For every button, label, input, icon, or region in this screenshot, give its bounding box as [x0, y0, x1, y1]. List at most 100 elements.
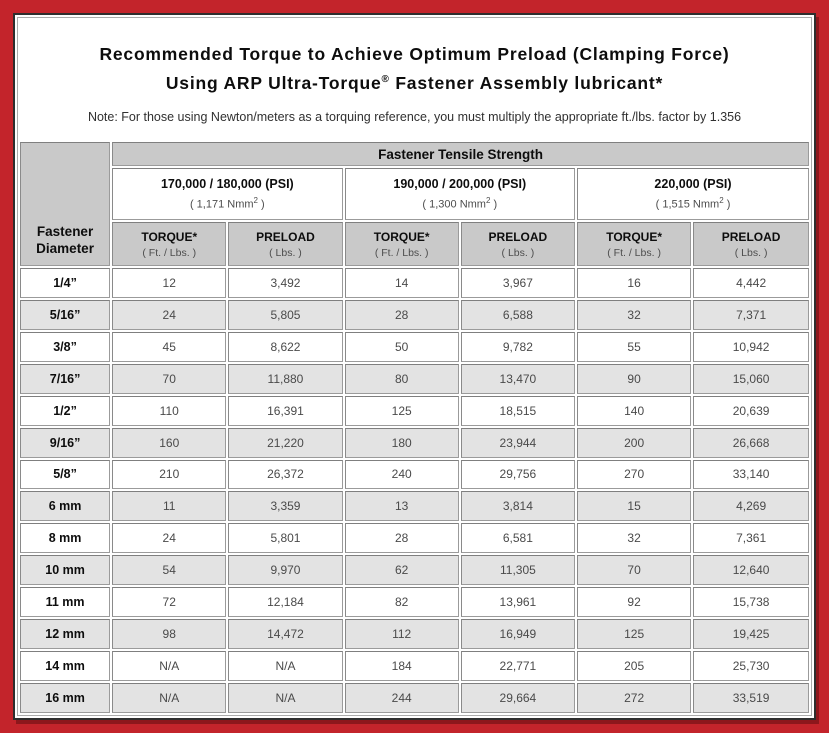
preload-value-cell: 23,944 [460, 427, 575, 458]
psi-group-190-200: 190,000 / 200,000 (PSI) ( 1,300 Nmm2 ) [344, 168, 575, 220]
preload-value-cell: 9,970 [228, 555, 343, 586]
nmm-suffix: ) [257, 198, 265, 211]
preload-value-cell: 6,581 [460, 523, 575, 554]
psi-rating-label: 220,000 (PSI) [654, 177, 732, 192]
fastener-diameter-cell: 10 mm [20, 555, 111, 586]
preload-value-cell: 29,756 [460, 459, 575, 490]
torque-value-cell: 160 [112, 427, 227, 458]
preload-value-cell: 33,140 [693, 459, 809, 490]
torque-value-cell: 210 [112, 459, 227, 490]
fastener-diameter-cell: 3/8” [20, 331, 111, 362]
table-row: 1/2” 110 16,391 125 18,515 140 20,639 [20, 395, 809, 426]
table-body: 1/4” 12 3,492 14 3,967 16 4,442 5/16” 24 5,805 28 6… [20, 268, 809, 713]
preload-value-cell: 15,738 [693, 587, 809, 618]
torque-column-header: TORQUE* ( Ft. / Lbs. ) [577, 222, 692, 266]
fastener-diameter-cell: 5/16” [20, 299, 111, 330]
torque-value-cell: 16 [577, 268, 692, 298]
preload-value-cell: 12,640 [693, 555, 809, 586]
preload-value-cell: 3,814 [460, 491, 575, 522]
preload-value-cell: 16,391 [228, 395, 343, 426]
psi-rating-row: 170,000 / 180,000 (PSI) ( 1,171 Nmm2 ) 1… [20, 168, 809, 220]
preload-value-cell: 5,801 [228, 523, 343, 554]
torque-value-cell: 70 [112, 363, 227, 394]
table-row: 5/16” 24 5,805 28 6,588 32 7,371 [20, 299, 809, 330]
title-text-1: Recommended Torque to Achieve Optimum Pr… [99, 44, 730, 64]
table-row: 3/8” 45 8,622 50 9,782 55 10,942 [20, 331, 809, 362]
preload-units: ( Lbs. ) [269, 246, 302, 259]
preload-value-cell: 22,771 [460, 651, 575, 681]
torque-value-cell: 110 [112, 395, 227, 426]
nmm-superscript: 2 [485, 196, 491, 206]
fastener-diameter-cell: 6 mm [20, 491, 111, 522]
table-row: 10 mm 54 9,970 62 11,305 70 12,640 [20, 555, 809, 586]
torque-value-cell: 62 [344, 555, 459, 586]
preload-label: PRELOAD [721, 229, 781, 244]
preload-value-cell: 3,359 [228, 491, 343, 522]
registered-trademark-symbol: ® [381, 74, 390, 86]
preload-column-header: PRELOAD ( Lbs. ) [460, 222, 575, 266]
psi-group-170-180: 170,000 / 180,000 (PSI) ( 1,171 Nmm2 ) [112, 168, 343, 220]
torque-value-cell: 11 [112, 491, 227, 522]
nmm-superscript: 2 [719, 196, 724, 206]
fastener-diameter-cell: 7/16” [20, 363, 111, 394]
preload-value-cell: 18,515 [460, 395, 575, 426]
preload-value-cell: N/A [228, 682, 343, 713]
preload-label: PRELOAD [488, 229, 548, 244]
torque-value-cell: 140 [577, 395, 692, 426]
preload-value-cell: 26,668 [693, 427, 809, 458]
fastener-diameter-cell: 11 mm [20, 587, 111, 618]
torque-value-cell: 45 [112, 331, 227, 362]
fastener-diameter-cell: 1/2” [20, 395, 111, 426]
torque-value-cell: 72 [112, 587, 227, 618]
table-row: 6 mm 11 3,359 13 3,814 15 4,269 [20, 491, 809, 522]
preload-value-cell: 4,442 [693, 268, 809, 298]
preload-value-cell: 12,184 [228, 587, 343, 618]
torque-spec-table: Fastener Diameter Fastener Tensile Stren… [18, 140, 811, 715]
nmm-rating-label: ( 1,515 Nmm2 ) [578, 196, 808, 211]
torque-value-cell: 90 [577, 363, 692, 394]
nmm-prefix: ( 1,515 Nmm [655, 198, 720, 211]
torque-value-cell: 28 [344, 523, 459, 554]
table-row: 16 mm N/A N/A 244 29,664 272 33,519 [20, 682, 809, 713]
torque-value-cell: 50 [344, 331, 459, 362]
conversion-note: Note: For those using Newton/meters as a… [87, 109, 742, 124]
torque-value-cell: 80 [344, 363, 459, 394]
psi-rating-label: 170,000 / 180,000 (PSI) [160, 177, 294, 192]
preload-value-cell: 4,269 [693, 491, 809, 522]
torque-value-cell: 180 [344, 427, 459, 458]
fastener-diameter-cell: 16 mm [20, 682, 111, 713]
inner-border: Recommended Torque to Achieve Optimum Pr… [17, 17, 812, 716]
preload-units: ( Lbs. ) [501, 246, 535, 259]
title-block: Recommended Torque to Achieve Optimum Pr… [18, 18, 811, 140]
preload-value-cell: 3,967 [460, 268, 575, 298]
table-row: 1/4” 12 3,492 14 3,967 16 4,442 [20, 268, 809, 298]
table-row: 5/8” 210 26,372 240 29,756 270 33,140 [20, 459, 809, 490]
torque-value-cell: 24 [112, 299, 227, 330]
nmm-prefix: ( 1,171 Nmm [189, 198, 254, 211]
preload-value-cell: 16,949 [460, 619, 575, 650]
preload-value-cell: 5,805 [228, 299, 343, 330]
table-row: 12 mm 98 14,472 112 16,949 125 19,425 [20, 619, 809, 650]
nmm-rating-label: ( 1,171 Nmm2 ) [113, 196, 341, 211]
torque-value-cell: 15 [577, 491, 692, 522]
torque-value-cell: 54 [112, 555, 227, 586]
torque-column-header: TORQUE* ( Ft. / Lbs. ) [344, 222, 459, 266]
torque-value-cell: 244 [344, 682, 459, 713]
torque-value-cell: 32 [577, 299, 692, 330]
nmm-prefix: ( 1,300 Nmm [422, 198, 486, 211]
table-row: 11 mm 72 12,184 82 13,961 92 15,738 [20, 587, 809, 618]
tensile-header-row: Fastener Diameter Fastener Tensile Stren… [20, 142, 809, 266]
torque-value-cell: N/A [112, 651, 227, 681]
fastener-diameter-cell: 8 mm [20, 523, 111, 554]
column-header-row: TORQUE* ( Ft. / Lbs. ) PRELOAD ( Lbs. ) TO… [20, 222, 809, 266]
preload-value-cell: 13,961 [460, 587, 575, 618]
torque-value-cell: N/A [112, 682, 227, 713]
psi-group-220: 220,000 (PSI) ( 1,515 Nmm2 ) [577, 168, 809, 220]
preload-value-cell: 19,425 [693, 619, 809, 650]
preload-value-cell: 10,942 [693, 331, 809, 362]
fastener-diameter-cell: 5/8” [20, 459, 111, 490]
preload-value-cell: 3,492 [228, 268, 343, 298]
fastener-diameter-cell: 12 mm [20, 619, 111, 650]
preload-value-cell: 20,639 [693, 395, 809, 426]
torque-column-header: TORQUE* ( Ft. / Lbs. ) [112, 222, 227, 266]
